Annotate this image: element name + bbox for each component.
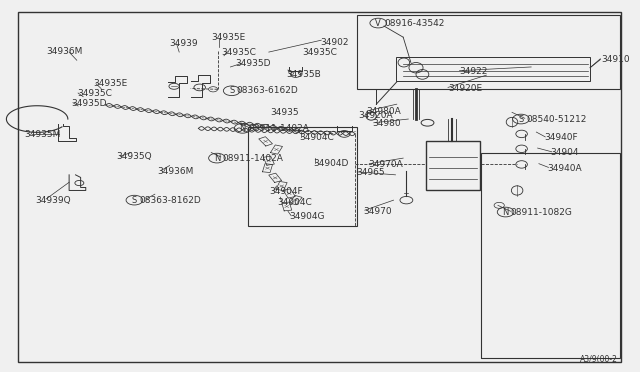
- Text: 34935C: 34935C: [77, 89, 111, 98]
- Text: 34935M: 34935M: [24, 130, 61, 139]
- Text: 34935D: 34935D: [236, 60, 271, 68]
- Text: S: S: [132, 196, 137, 205]
- Text: 08540-51212: 08540-51212: [526, 115, 586, 124]
- Text: 08911-1402A: 08911-1402A: [223, 154, 284, 163]
- Text: 34940F: 34940F: [544, 133, 578, 142]
- Text: 08916-43542: 08916-43542: [384, 19, 444, 28]
- Text: 34904F: 34904F: [269, 187, 303, 196]
- Text: 34935E: 34935E: [211, 33, 246, 42]
- Bar: [426, 141, 480, 190]
- Text: 34936M: 34936M: [157, 167, 194, 176]
- Text: 34904C: 34904C: [277, 198, 312, 207]
- Text: 34910: 34910: [602, 55, 630, 64]
- Text: 34980A: 34980A: [366, 107, 401, 116]
- Bar: [481, 153, 620, 358]
- Text: 34935: 34935: [270, 108, 299, 117]
- Text: 34920E: 34920E: [448, 84, 482, 93]
- Text: 34939Q: 34939Q: [35, 196, 71, 205]
- Text: 08363-6162D: 08363-6162D: [237, 86, 298, 95]
- Text: 34970: 34970: [364, 207, 392, 216]
- Text: N: N: [502, 208, 509, 217]
- Text: 34902: 34902: [320, 38, 349, 47]
- Text: 34965: 34965: [356, 169, 385, 177]
- Text: 34922: 34922: [460, 67, 488, 76]
- Text: 08363-8162D: 08363-8162D: [140, 196, 201, 205]
- Text: 08911-1082G: 08911-1082G: [511, 208, 573, 217]
- Text: 34935C: 34935C: [302, 48, 337, 57]
- Text: 34935Q: 34935Q: [116, 153, 152, 161]
- Text: 34935E: 34935E: [93, 79, 128, 88]
- Text: N: N: [239, 124, 246, 133]
- Text: 08911-1402A: 08911-1402A: [248, 124, 309, 133]
- Text: S: S: [229, 86, 234, 95]
- Text: V: V: [376, 19, 381, 28]
- Text: 34904D: 34904D: [314, 159, 349, 168]
- Text: S: S: [518, 115, 524, 124]
- Text: A3/9(00-2: A3/9(00-2: [580, 355, 618, 364]
- Text: 34904G: 34904G: [289, 212, 324, 221]
- Text: 34936M: 34936M: [46, 47, 83, 56]
- Text: 34939: 34939: [169, 39, 198, 48]
- Text: 34920A: 34920A: [358, 111, 393, 120]
- Text: 34904: 34904: [550, 148, 579, 157]
- Text: 34935C: 34935C: [221, 48, 255, 57]
- Text: 34935B: 34935B: [286, 70, 321, 79]
- Text: N: N: [214, 154, 220, 163]
- Text: 34970A: 34970A: [368, 160, 403, 169]
- Bar: [357, 15, 620, 89]
- Bar: [248, 127, 357, 226]
- Text: 34940A: 34940A: [547, 164, 582, 173]
- Text: 34904C: 34904C: [300, 133, 334, 142]
- Text: 34935D: 34935D: [72, 99, 107, 108]
- Bar: [396, 57, 590, 81]
- Text: 34980: 34980: [372, 119, 401, 128]
